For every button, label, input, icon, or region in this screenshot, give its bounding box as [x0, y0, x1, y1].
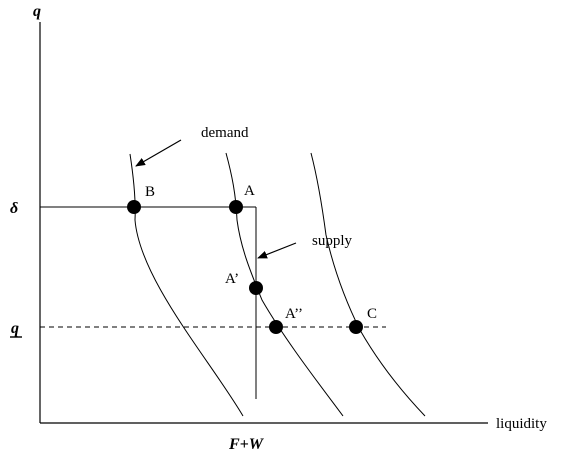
demand-curve-1 [129, 153, 244, 417]
y-tick-qbar: q [11, 320, 19, 337]
point-b [127, 200, 141, 214]
y-axis-label: q [33, 3, 41, 20]
demand-curve-2 [225, 152, 344, 417]
supply-label: supply [312, 233, 353, 249]
point-c [349, 320, 363, 334]
point-a-double-prime-label: A’’ [285, 306, 303, 322]
point-b-label: B [145, 184, 155, 200]
demand-arrow [135, 139, 182, 167]
x-tick-fw: F+W [228, 436, 265, 453]
demand-curve-3 [310, 152, 426, 417]
point-a-prime [249, 281, 263, 295]
point-c-label: C [367, 306, 377, 322]
point-a [229, 200, 243, 214]
demand-label: demand [201, 125, 249, 141]
point-a-prime-label: A’ [225, 271, 239, 287]
point-a-double-prime [269, 320, 283, 334]
x-axis-label: liquidity [496, 416, 547, 432]
supply-arrow [257, 242, 297, 259]
y-tick-delta: δ [10, 200, 18, 217]
point-a-label: A [244, 183, 255, 199]
